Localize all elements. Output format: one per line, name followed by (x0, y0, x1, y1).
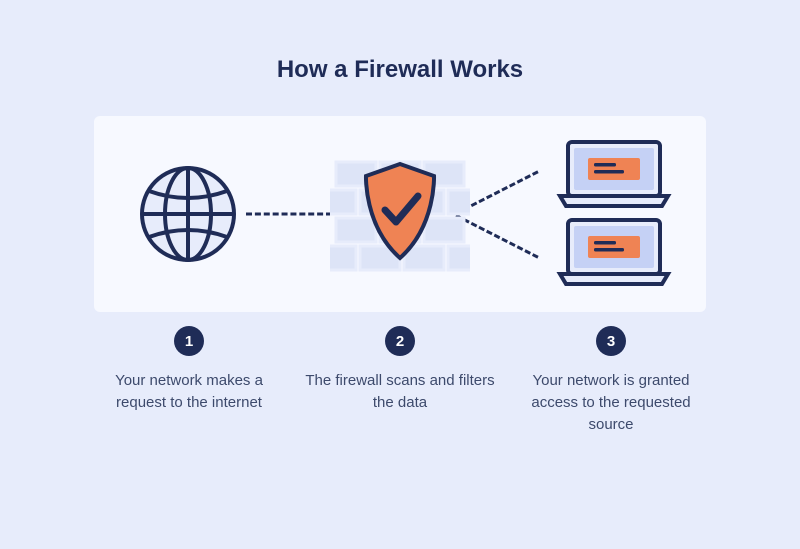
step-3: 3 Your network is granted access to the … (516, 326, 706, 435)
shield-check-icon (330, 144, 470, 284)
step-1: 1 Your network makes a request to the in… (94, 326, 284, 435)
step-badge-2: 2 (385, 326, 415, 356)
step-badge-3: 3 (596, 326, 626, 356)
step-2: 2 The firewall scans and filters the dat… (305, 326, 495, 435)
diagram-card (94, 116, 706, 312)
step-caption-1: Your network makes a request to the inte… (94, 370, 284, 414)
page-title: How a Firewall Works (277, 56, 523, 84)
step-caption-3: Your network is granted access to the re… (516, 370, 706, 435)
connector-1-2 (246, 213, 332, 216)
globe-icon (118, 144, 258, 284)
step-badge-1: 1 (174, 326, 204, 356)
laptops-icon (542, 144, 682, 284)
steps-row: 1 Your network makes a request to the in… (94, 326, 706, 435)
step-caption-2: The firewall scans and filters the data (305, 370, 495, 414)
